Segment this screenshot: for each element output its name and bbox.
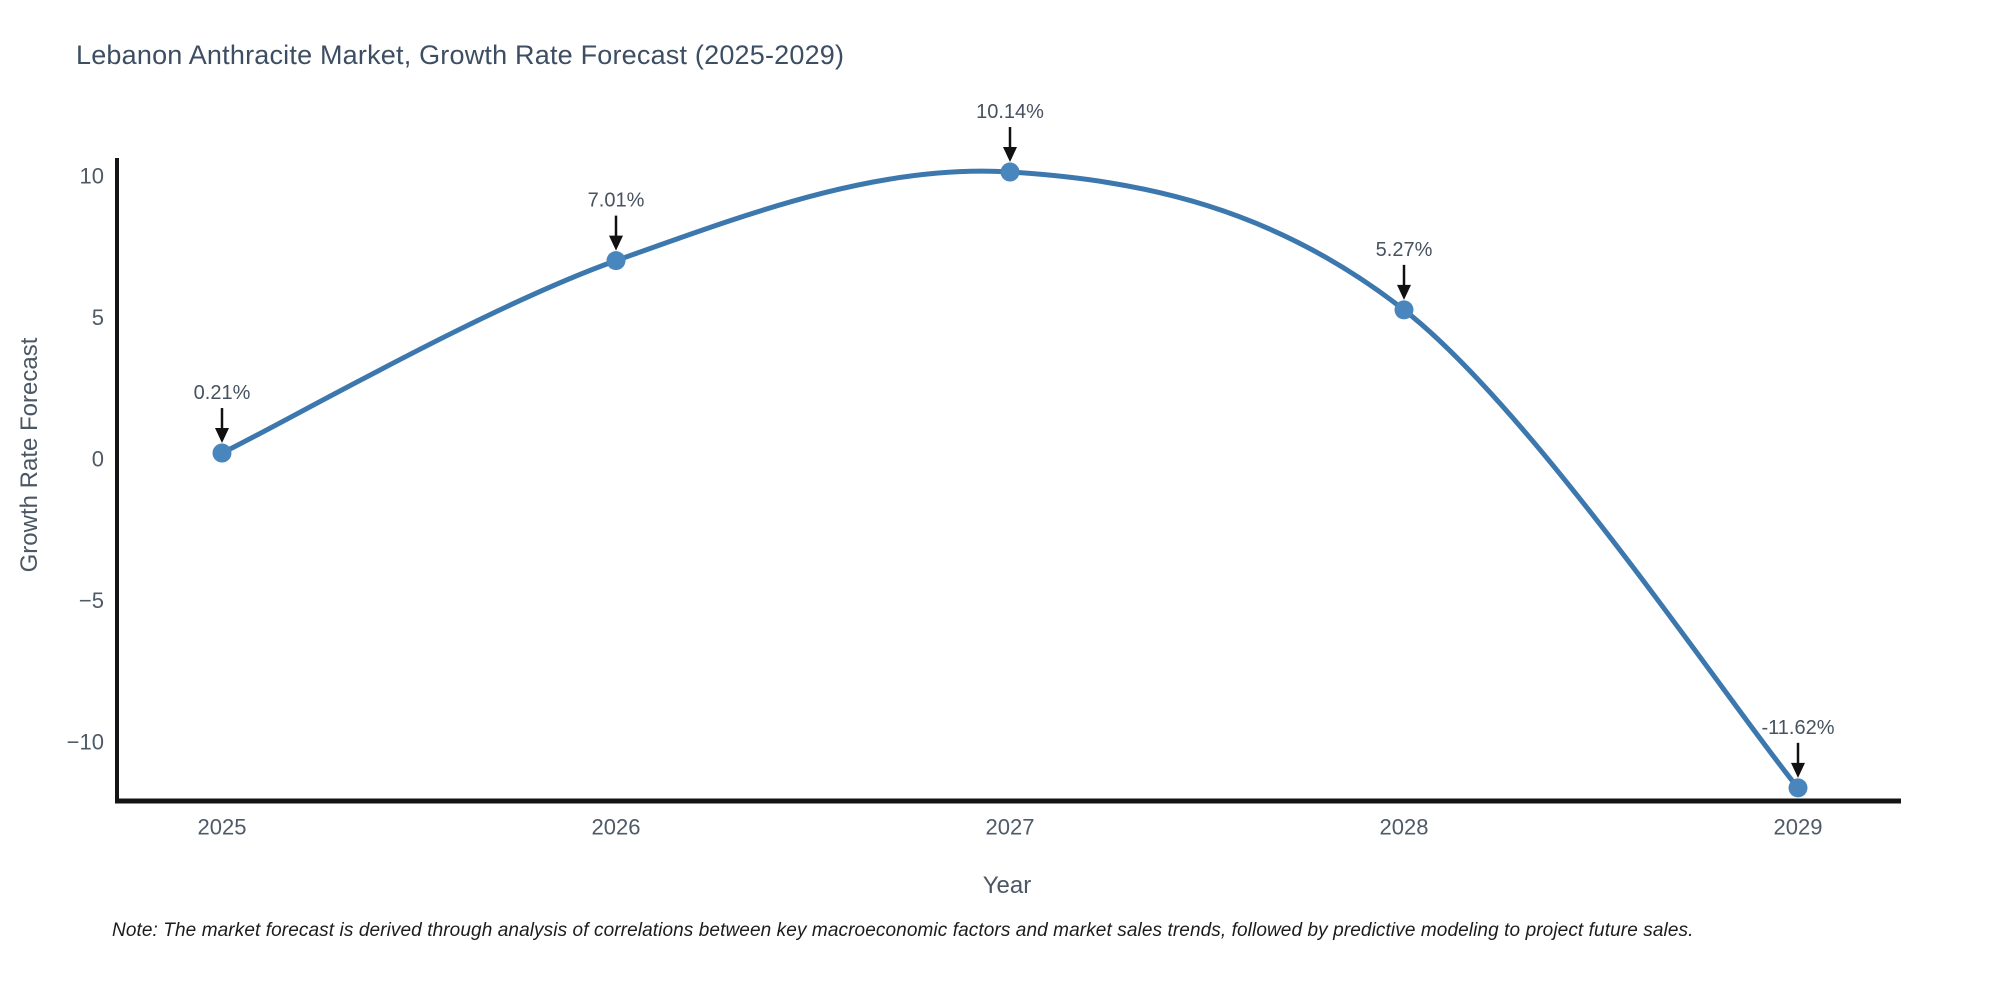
forecast-line xyxy=(219,168,1801,791)
point-annotation-label: 0.21% xyxy=(194,382,251,404)
y-tick-label: −10 xyxy=(67,730,104,755)
annotation-arrowhead xyxy=(1791,762,1805,778)
x-tick-label: 2026 xyxy=(592,815,641,840)
x-tick-label: 2027 xyxy=(986,815,1035,840)
annotation-arrowhead xyxy=(609,235,623,251)
point-annotation-label: 5.27% xyxy=(1376,239,1433,261)
annotation-arrowhead xyxy=(215,428,229,444)
x-tick-label: 2025 xyxy=(198,815,247,840)
data-point-marker xyxy=(1394,300,1414,320)
point-annotation-label: 10.14% xyxy=(976,101,1044,123)
point-annotation-label: -11.62% xyxy=(1761,717,1834,739)
y-tick-label: 0 xyxy=(92,447,104,472)
x-axis-title: Year xyxy=(982,872,1032,899)
data-point-marker xyxy=(606,251,626,271)
x-tick-label: 2028 xyxy=(1380,815,1429,840)
data-point-marker xyxy=(212,443,232,463)
data-point-marker xyxy=(1788,778,1808,798)
chart-footnote: Note: The market forecast is derived thr… xyxy=(112,920,1694,941)
y-tick-label: 10 xyxy=(80,164,104,189)
chart-title: Lebanon Anthracite Market, Growth Rate F… xyxy=(76,40,845,70)
annotation-arrowhead xyxy=(1003,147,1017,163)
x-tick-label: 2029 xyxy=(1774,815,1823,840)
data-point-marker xyxy=(1000,162,1020,182)
annotation-arrowhead xyxy=(1397,284,1411,300)
y-tick-label: 5 xyxy=(92,305,104,330)
y-tick-label: −5 xyxy=(79,588,104,613)
point-annotation-label: 7.01% xyxy=(588,190,645,212)
